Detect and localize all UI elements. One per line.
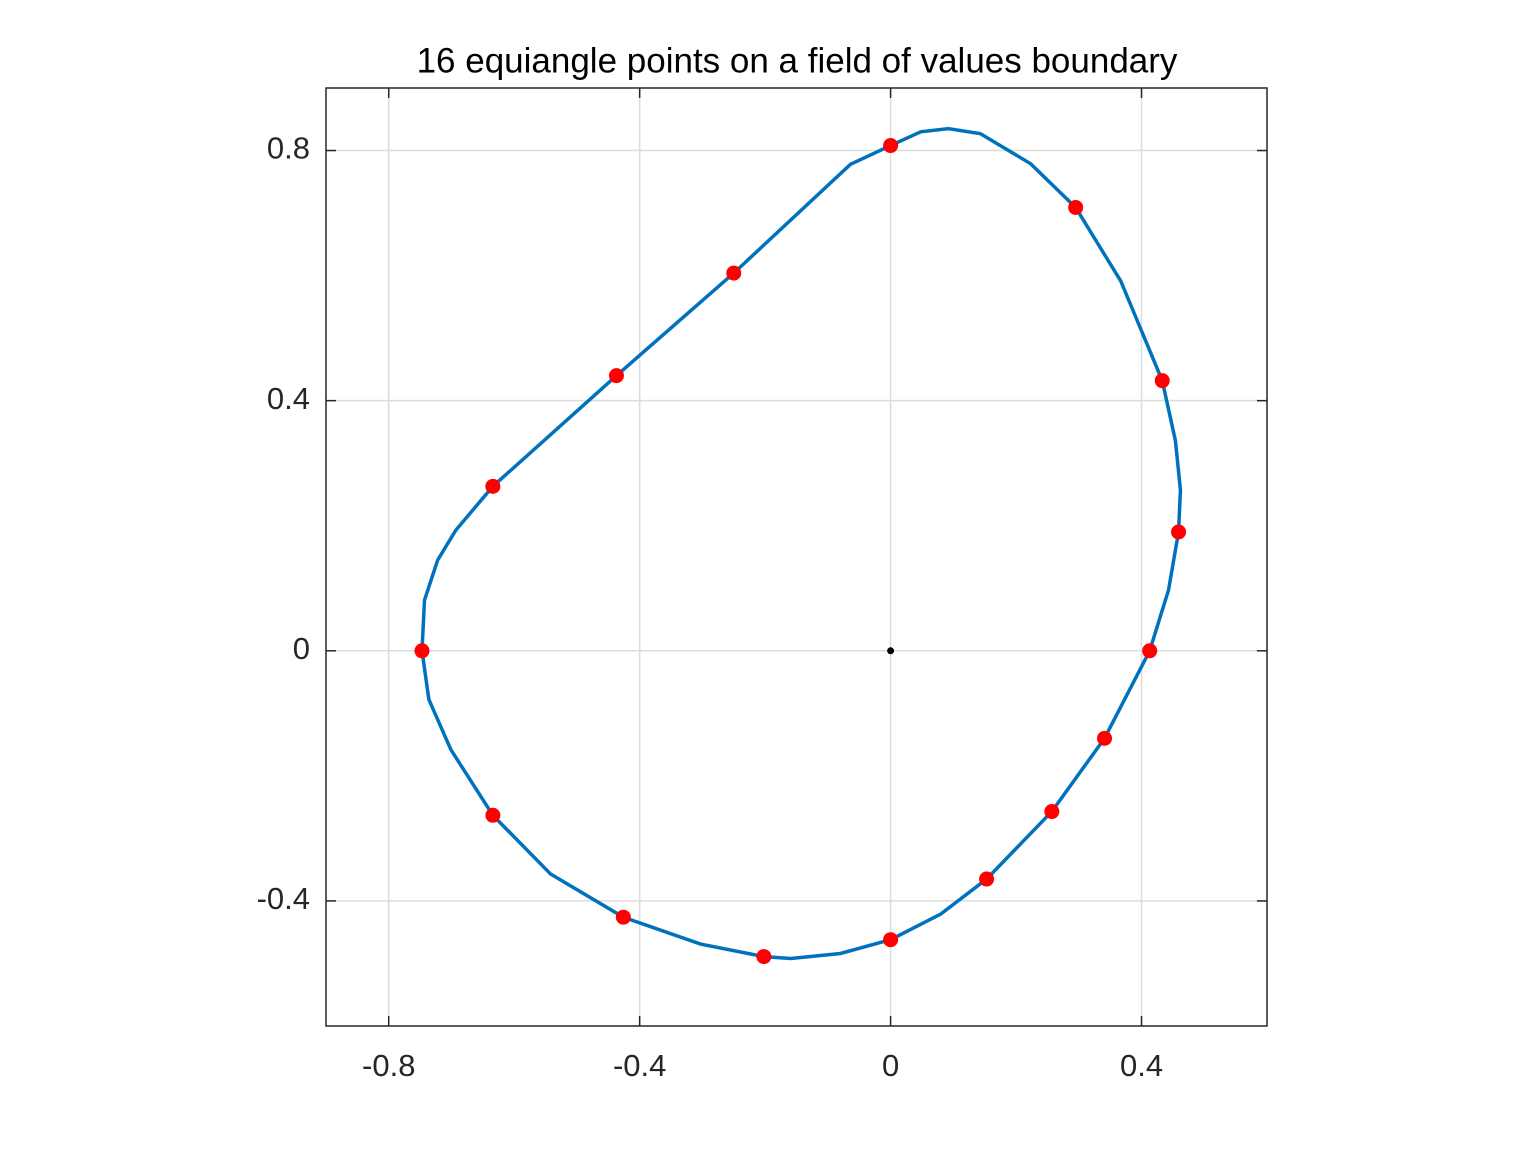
point (756, 949, 772, 965)
boundary-curve (420, 126, 1183, 961)
point (414, 643, 430, 659)
y-tick-label: -0.4 (257, 881, 310, 916)
point (883, 932, 899, 948)
y-tick-label: 0.8 (267, 131, 310, 166)
axes-box (325, 87, 1268, 1027)
point (979, 871, 995, 887)
point (1142, 643, 1158, 659)
x-tick-label: 0.4 (1120, 1048, 1163, 1083)
point (883, 138, 899, 154)
x-tick-label: 0 (882, 1048, 899, 1083)
point (1068, 199, 1084, 215)
point (1171, 524, 1187, 540)
point (608, 368, 624, 384)
point (1044, 804, 1060, 820)
point (485, 807, 501, 823)
point (726, 265, 742, 281)
chart-title: 16 equiangle points on a field of values… (417, 41, 1178, 80)
center-point (887, 647, 895, 655)
x-tick-label: -0.4 (613, 1048, 666, 1083)
y-tick-label: 0.4 (267, 381, 310, 416)
point (615, 909, 631, 925)
point (485, 478, 501, 494)
x-tick-label: -0.8 (362, 1048, 415, 1083)
point (1097, 730, 1113, 746)
point (1154, 373, 1170, 389)
y-tick-label: 0 (293, 631, 310, 666)
